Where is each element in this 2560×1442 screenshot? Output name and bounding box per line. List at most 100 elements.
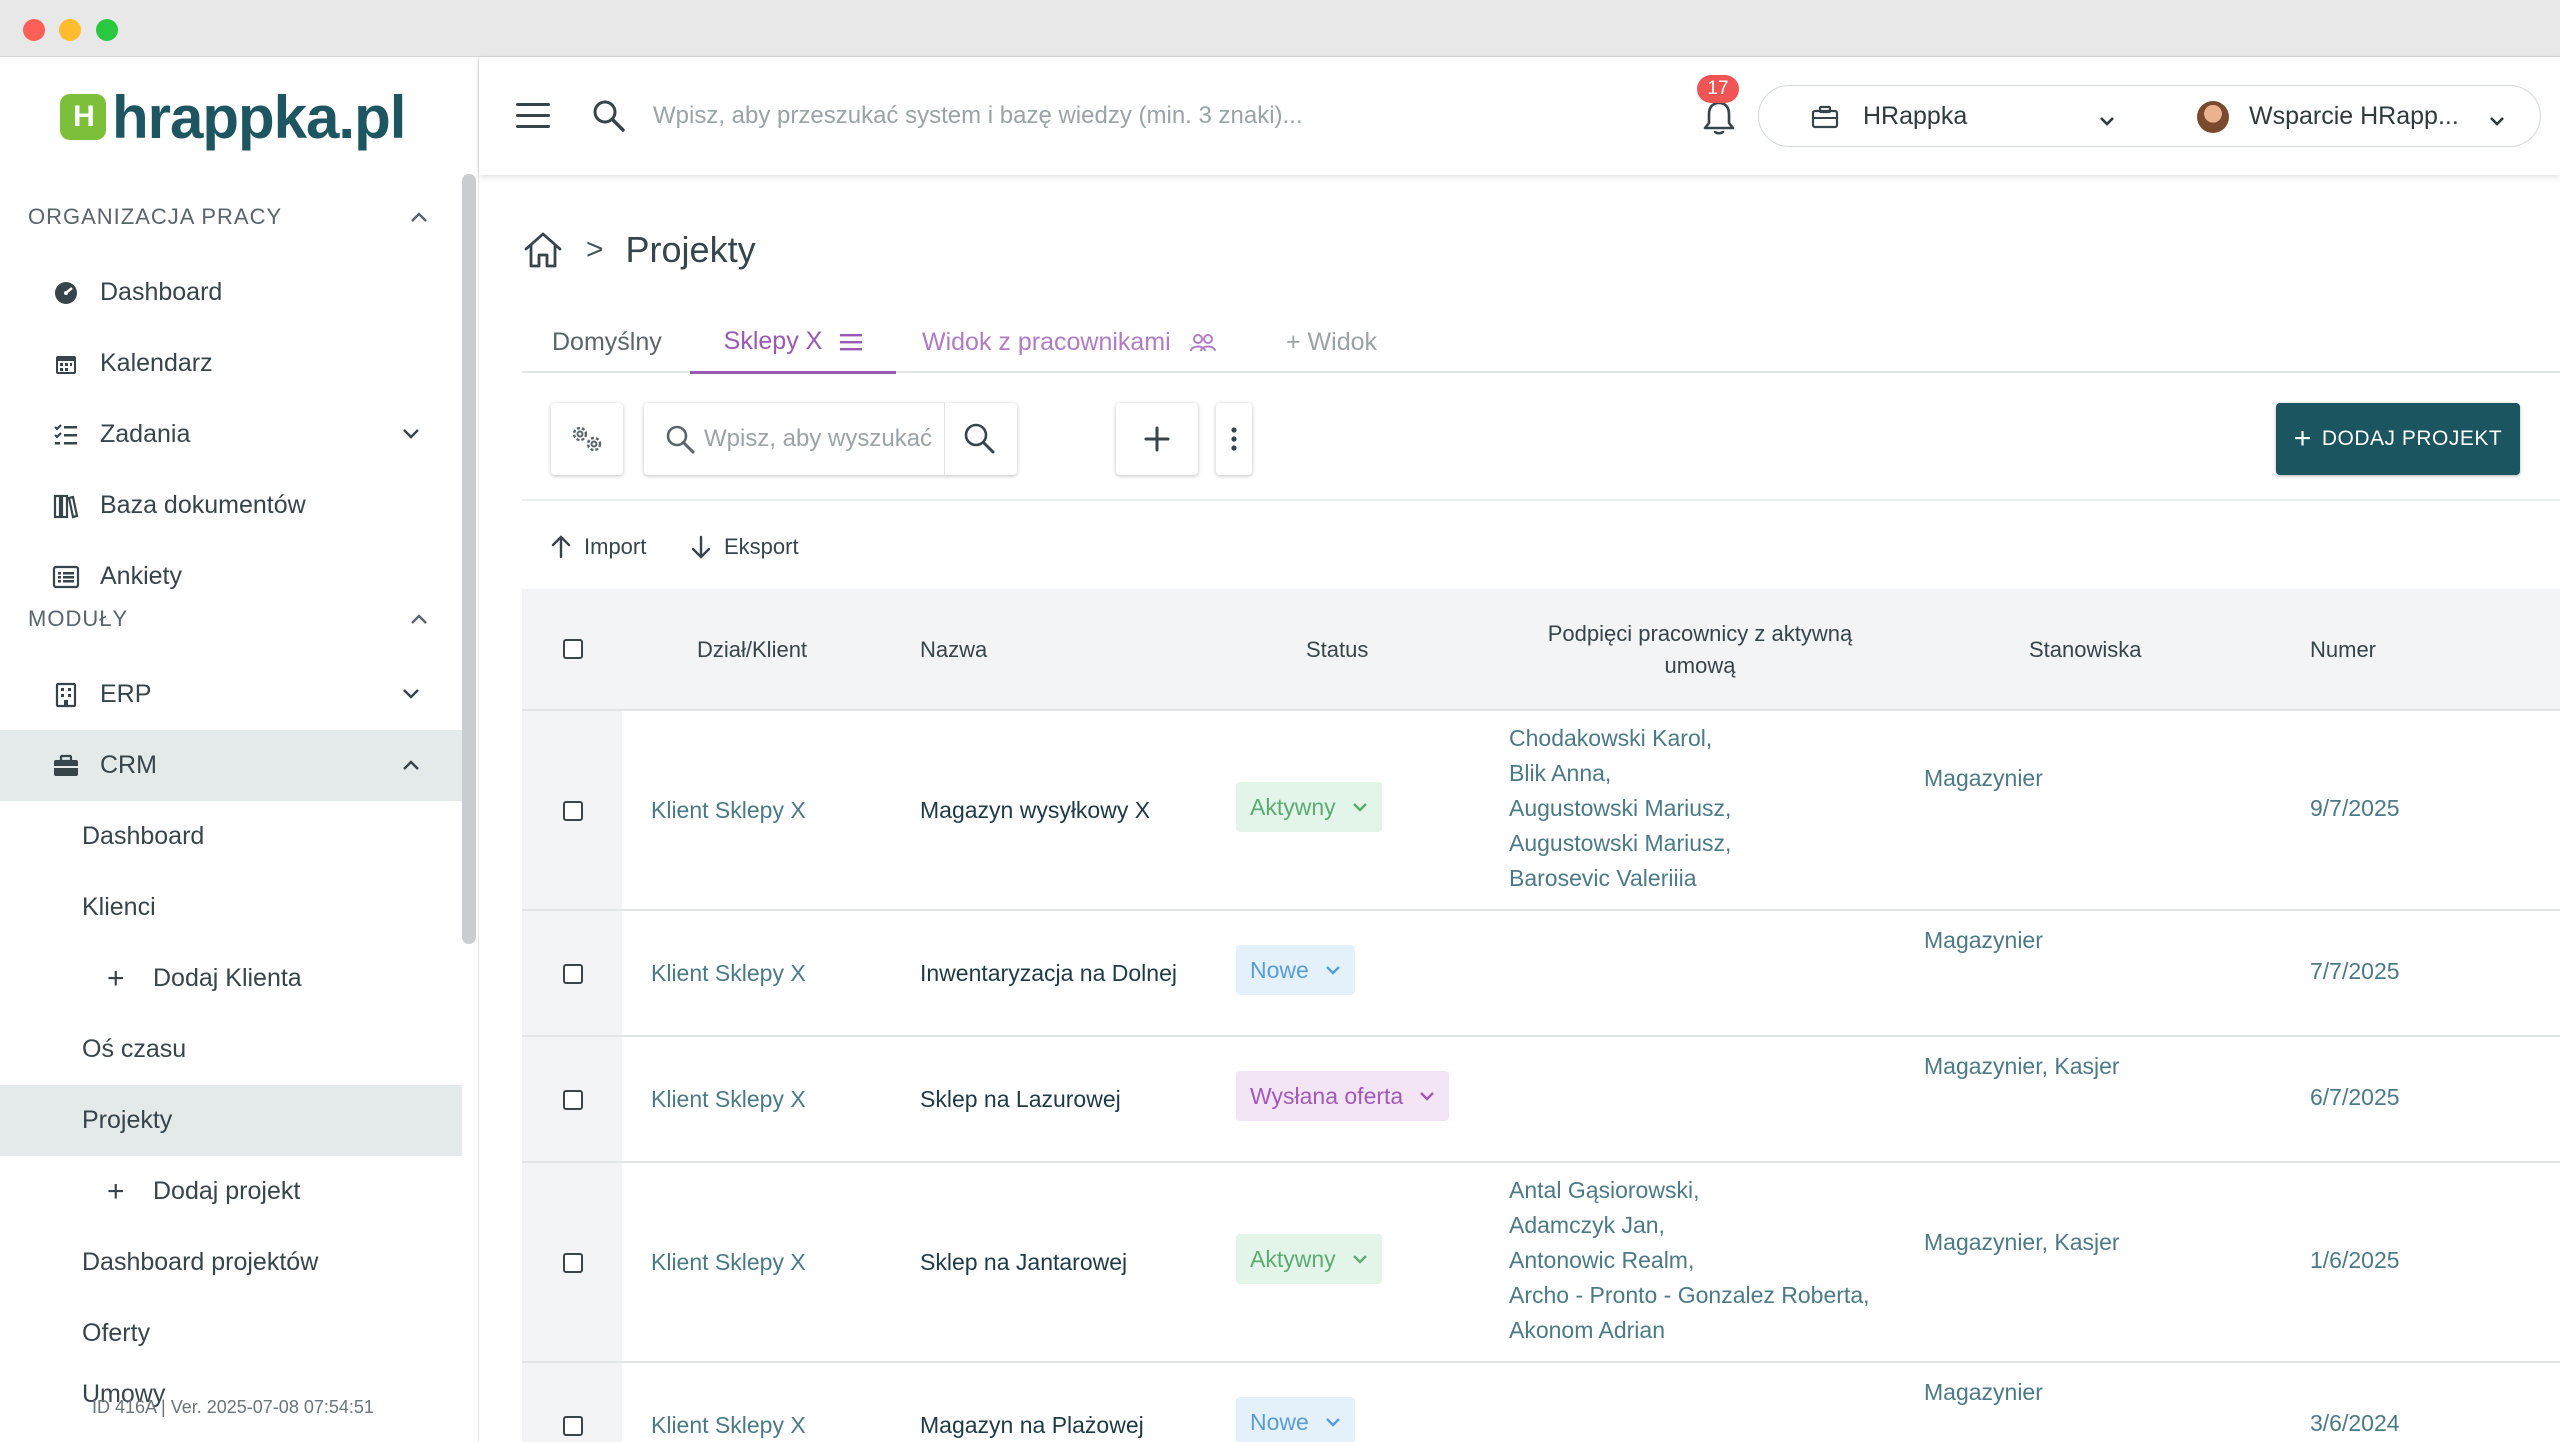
- column-settings-button[interactable]: [551, 403, 623, 475]
- section-moduly[interactable]: MODUŁY: [28, 599, 428, 639]
- sidebar-item-oferty[interactable]: Oferty: [0, 1298, 462, 1369]
- search-icon[interactable]: [591, 98, 627, 134]
- toolbar: + DODAJ PROJEKT: [522, 373, 2560, 501]
- organization-select[interactable]: HRappka: [1758, 85, 2148, 147]
- cell-name[interactable]: Magazyn na Plażowej: [920, 1412, 1144, 1438]
- cell-client[interactable]: Klient Sklepy X: [651, 960, 806, 986]
- sidebar-item-dashboard[interactable]: Dashboard: [0, 257, 462, 328]
- sidebar-item-umowy[interactable]: Umowy: [0, 1369, 462, 1419]
- sidebar-scrollbar[interactable]: [462, 174, 476, 944]
- worker-name[interactable]: Augustowski Mariusz,: [1509, 795, 1732, 821]
- row-checkbox[interactable]: [563, 801, 583, 821]
- cell-name[interactable]: Sklep na Lazurowej: [920, 1086, 1121, 1112]
- cell-name[interactable]: Sklep na Jantarowej: [920, 1249, 1128, 1275]
- row-checkbox[interactable]: [563, 1253, 583, 1273]
- tab-sklepy-x[interactable]: Sklepy X: [690, 312, 896, 374]
- row-checkbox[interactable]: [563, 1090, 583, 1110]
- add-project-button[interactable]: + DODAJ PROJEKT: [2276, 403, 2520, 475]
- worker-name[interactable]: Akonom Adrian: [1509, 1317, 1665, 1343]
- window-close-button[interactable]: [23, 19, 45, 41]
- search-submit-button[interactable]: [962, 421, 996, 455]
- table-row[interactable]: Klient Sklepy X Sklep na Jantarowej Akty…: [522, 1163, 2560, 1363]
- cell-client[interactable]: Klient Sklepy X: [651, 1249, 806, 1275]
- worker-name[interactable]: Chodakowski Karol,: [1509, 725, 1713, 751]
- table-row[interactable]: Klient Sklepy X Magazyn wysyłkowy X Akty…: [522, 711, 2560, 911]
- page-title: Projekty: [625, 229, 756, 270]
- cell-name[interactable]: Magazyn wysyłkowy X: [920, 797, 1151, 823]
- status-dropdown[interactable]: Aktywny: [1236, 1234, 1382, 1284]
- column-header-client[interactable]: Dział/Klient: [697, 637, 808, 662]
- status-dropdown[interactable]: Aktywny: [1236, 782, 1382, 832]
- sidebar-item-erp[interactable]: ERP: [0, 659, 462, 730]
- notification-badge[interactable]: 17: [1697, 75, 1739, 103]
- column-header-workers[interactable]: Podpięci pracownicy z aktywną umową: [1547, 621, 1853, 678]
- table-search-input[interactable]: [704, 421, 944, 457]
- worker-name[interactable]: Adamczyk Jan,: [1509, 1212, 1665, 1238]
- survey-icon: [52, 563, 80, 591]
- bell-icon[interactable]: [1701, 97, 1737, 137]
- organization-name: HRappka: [1863, 101, 1968, 130]
- column-header-status[interactable]: Status: [1306, 637, 1369, 662]
- table-row[interactable]: Klient Sklepy X Sklep na Lazurowej Wysła…: [522, 1037, 2560, 1163]
- worker-name[interactable]: Augustowski Mariusz,: [1509, 830, 1732, 856]
- cell-client[interactable]: Klient Sklepy X: [651, 1412, 806, 1438]
- column-header-number[interactable]: Numer: [2310, 637, 2377, 662]
- sidebar-item-label: Zadania: [100, 420, 191, 448]
- import-button[interactable]: Import: [550, 527, 646, 567]
- arrow-down-icon: [690, 535, 712, 559]
- global-search-input[interactable]: [653, 93, 1453, 139]
- worker-name[interactable]: Antal Gąsiorowski,: [1509, 1177, 1700, 1203]
- row-checkbox[interactable]: [563, 1416, 583, 1436]
- cell-positions: Magazynier: [1924, 1379, 2043, 1405]
- more-options-button[interactable]: [1216, 403, 1252, 475]
- status-label: Nowe: [1250, 956, 1309, 983]
- add-filter-button[interactable]: [1116, 403, 1198, 475]
- chevron-down-icon: [2489, 110, 2505, 133]
- cell-name[interactable]: Inwentaryzacja na Dolnej: [920, 960, 1177, 986]
- chevron-down-icon: [1325, 965, 1341, 975]
- sidebar-item-kalendarz[interactable]: Kalendarz: [0, 328, 462, 399]
- sidebar-item-dodaj-klienta[interactable]: + Dodaj Klienta: [0, 943, 462, 1014]
- select-all-checkbox[interactable]: [563, 639, 583, 659]
- table-row[interactable]: Klient Sklepy X Inwentaryzacja na Dolnej…: [522, 911, 2560, 1037]
- home-icon[interactable]: [522, 229, 564, 271]
- export-button[interactable]: Eksport: [690, 527, 799, 567]
- sidebar-item-label: ERP: [100, 680, 152, 708]
- sidebar-item-os-czasu[interactable]: Oś czasu: [0, 1014, 462, 1085]
- tab-widok-z-pracownikami[interactable]: Widok z pracownikami: [922, 312, 1217, 373]
- list-icon[interactable]: [840, 333, 863, 351]
- column-header-name[interactable]: Nazwa: [920, 637, 988, 662]
- add-project-label: DODAJ PROJEKT: [2321, 427, 2503, 450]
- cell-positions: Magazynier, Kasjer: [1924, 1229, 2120, 1255]
- tab-add-view[interactable]: + Widok: [1286, 312, 1377, 373]
- worker-name[interactable]: Barosevic Valeriiia: [1509, 865, 1697, 891]
- sidebar-item-dodaj-projekt[interactable]: + Dodaj projekt: [0, 1156, 462, 1227]
- sidebar-item-crm-dashboard[interactable]: Dashboard: [0, 801, 462, 872]
- chevron-down-icon: [1325, 1417, 1341, 1427]
- cell-client[interactable]: Klient Sklepy X: [651, 797, 806, 823]
- user-select[interactable]: Wsparcie HRapp...: [2147, 85, 2541, 147]
- status-dropdown[interactable]: Nowe: [1236, 1397, 1355, 1442]
- worker-name[interactable]: Antonowic Realm,: [1509, 1247, 1695, 1273]
- cell-client[interactable]: Klient Sklepy X: [651, 1086, 806, 1112]
- sidebar-item-baza-dokumentow[interactable]: Baza dokumentów: [0, 470, 462, 541]
- window-minimize-button[interactable]: [59, 19, 81, 41]
- status-dropdown[interactable]: Wysłana oferta: [1236, 1071, 1450, 1121]
- sidebar-item-crm[interactable]: CRM: [0, 730, 462, 801]
- tab-domyslny[interactable]: Domyślny: [552, 312, 662, 373]
- menu-icon[interactable]: [516, 103, 550, 129]
- worker-name[interactable]: Blik Anna,: [1509, 760, 1612, 786]
- window-maximize-button[interactable]: [96, 19, 118, 41]
- logo[interactable]: H hrappka.pl: [60, 84, 406, 151]
- status-dropdown[interactable]: Nowe: [1236, 945, 1355, 995]
- sidebar-item-zadania[interactable]: Zadania: [0, 399, 462, 470]
- table-row[interactable]: Klient Sklepy X Magazyn na Plażowej Nowe…: [522, 1363, 2560, 1442]
- sidebar-item-dashboard-projektow[interactable]: Dashboard projektów: [0, 1227, 462, 1298]
- column-header-positions[interactable]: Stanowiska: [2029, 637, 2142, 662]
- row-checkbox[interactable]: [563, 964, 583, 984]
- section-organizacja-pracy[interactable]: ORGANIZACJA PRACY: [28, 197, 428, 237]
- sidebar-item-projekty[interactable]: Projekty: [0, 1085, 462, 1156]
- sidebar-item-klienci[interactable]: Klienci: [0, 872, 462, 943]
- worker-name[interactable]: Archo - Pronto - Gonzalez Roberta,: [1509, 1282, 1870, 1308]
- sidebar-item-ankiety[interactable]: Ankiety: [0, 541, 462, 612]
